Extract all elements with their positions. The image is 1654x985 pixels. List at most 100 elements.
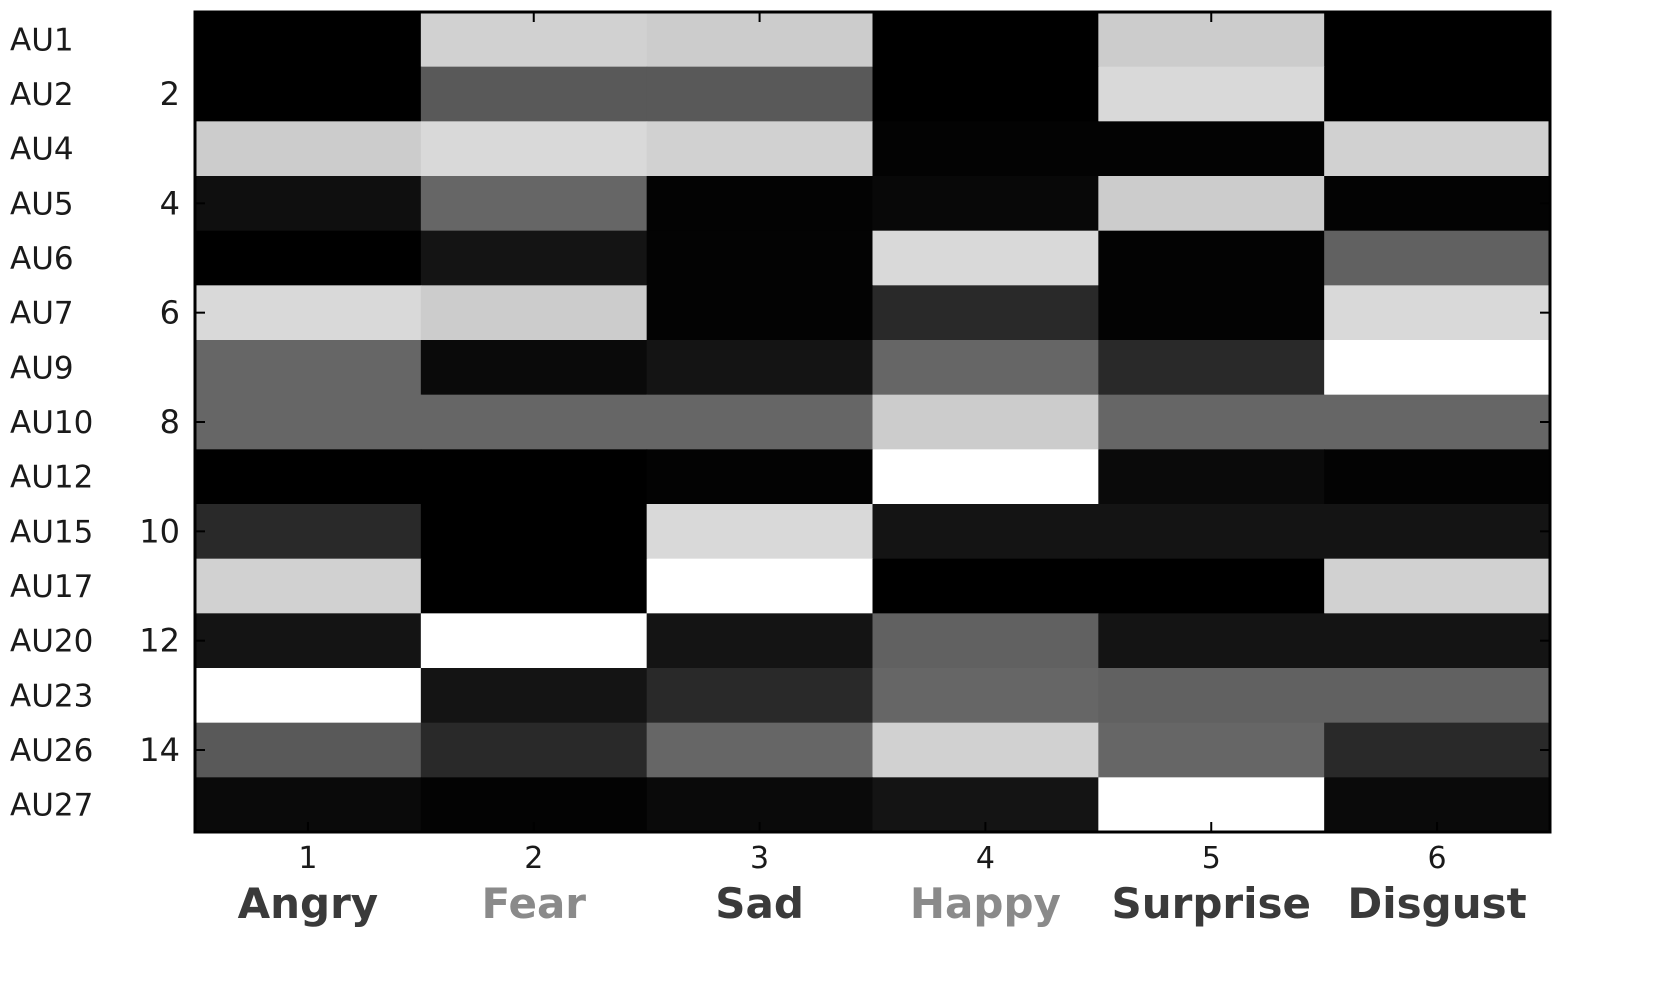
row-label-AU15: AU15	[10, 514, 93, 550]
y-tick-label-10: 10	[139, 512, 180, 550]
row-label-AU27: AU27	[10, 788, 93, 824]
cell-AU5-Surprise	[1098, 176, 1325, 232]
cell-AU26-Angry	[195, 722, 422, 778]
y-tick-label-4: 4	[160, 184, 180, 222]
cell-AU4-Fear	[420, 121, 648, 177]
cell-AU5-Angry	[195, 176, 422, 232]
row-label-AU23: AU23	[10, 678, 93, 714]
cell-AU4-Angry	[195, 121, 422, 177]
row-label-AU4: AU4	[10, 132, 74, 168]
cell-AU15-Disgust	[1324, 504, 1551, 560]
cell-AU7-Sad	[646, 285, 874, 341]
cell-AU20-Surprise	[1098, 613, 1325, 669]
cell-AU9-Angry	[195, 340, 422, 396]
cell-AU23-Fear	[420, 668, 648, 724]
row-label-AU6: AU6	[10, 241, 74, 277]
cell-AU15-Fear	[420, 504, 648, 560]
x-tick-label-4: 4	[976, 841, 995, 876]
cell-AU26-Fear	[420, 722, 648, 778]
row-label-AU1: AU1	[10, 22, 74, 58]
cell-AU9-Disgust	[1324, 340, 1551, 396]
cell-AU17-Fear	[420, 558, 648, 614]
cell-AU12-Happy	[872, 449, 1099, 505]
cell-AU26-Happy	[872, 722, 1099, 778]
cell-AU20-Disgust	[1324, 613, 1551, 669]
row-label-AU12: AU12	[10, 460, 93, 496]
cell-AU17-Disgust	[1324, 558, 1551, 614]
cell-AU5-Sad	[646, 176, 874, 232]
row-labels: AU1 AU2 AU4 AU5 AU6 AU7 AU9 AU10 AU12 AU15 AU17 AU2…	[10, 22, 93, 823]
cell-AU2-Surprise	[1098, 66, 1325, 122]
cell-AU2-Disgust	[1324, 66, 1551, 122]
emotion-label-happy: Happy	[910, 879, 1061, 928]
emotion-labels: Angry Fear Sad Happy Surprise Disgust	[238, 879, 1527, 928]
cell-AU5-Disgust	[1324, 176, 1551, 232]
cell-AU9-Fear	[420, 340, 648, 396]
cell-AU4-Disgust	[1324, 121, 1551, 177]
cell-AU2-Fear	[420, 66, 648, 122]
cell-AU5-Happy	[872, 176, 1099, 232]
cell-AU20-Sad	[646, 613, 874, 669]
cell-AU4-Sad	[646, 121, 874, 177]
cell-AU6-Angry	[195, 230, 422, 286]
cell-AU17-Sad	[646, 558, 874, 614]
cell-AU4-Happy	[872, 121, 1099, 177]
cell-AU9-Sad	[646, 340, 874, 396]
emotion-label-sad: Sad	[715, 879, 804, 928]
cell-AU23-Surprise	[1098, 668, 1325, 724]
y-tick-label-8: 8	[160, 403, 180, 441]
cell-AU6-Sad	[646, 230, 874, 286]
emotion-label-disgust: Disgust	[1347, 879, 1526, 928]
cell-AU2-Angry	[195, 66, 422, 122]
row-label-AU17: AU17	[10, 569, 93, 605]
cell-AU2-Sad	[646, 66, 874, 122]
row-label-AU26: AU26	[10, 733, 93, 769]
cell-AU10-Fear	[420, 394, 648, 450]
x-tick-label-1: 1	[298, 841, 317, 876]
y-tick-label-12: 12	[139, 622, 180, 660]
cell-AU23-Sad	[646, 668, 874, 724]
cell-AU17-Surprise	[1098, 558, 1325, 614]
cell-AU6-Surprise	[1098, 230, 1325, 286]
cell-AU26-Disgust	[1324, 722, 1551, 778]
cell-AU12-Sad	[646, 449, 874, 505]
cell-AU23-Happy	[872, 668, 1099, 724]
x-tick-labels: 1 2 3 4 5 6	[298, 841, 1446, 876]
emotion-label-angry: Angry	[238, 879, 379, 928]
cell-AU9-Surprise	[1098, 340, 1325, 396]
cell-AU12-Fear	[420, 449, 648, 505]
emotion-label-surprise: Surprise	[1111, 879, 1311, 928]
cell-AU12-Surprise	[1098, 449, 1325, 505]
cell-AU15-Sad	[646, 504, 874, 560]
cell-AU7-Surprise	[1098, 285, 1325, 341]
x-tick-label-5: 5	[1202, 841, 1221, 876]
heatmap-cells	[195, 12, 1551, 833]
cell-AU2-Happy	[872, 66, 1099, 122]
cell-AU6-Happy	[872, 230, 1099, 286]
cell-AU4-Surprise	[1098, 121, 1325, 177]
cell-AU9-Happy	[872, 340, 1099, 396]
cell-AU10-Surprise	[1098, 394, 1325, 450]
x-tick-label-6: 6	[1428, 841, 1447, 876]
cell-AU10-Happy	[872, 394, 1099, 450]
y-tick-label-6: 6	[160, 294, 180, 332]
row-label-AU20: AU20	[10, 624, 93, 660]
row-label-AU10: AU10	[10, 405, 93, 441]
cell-AU12-Angry	[195, 449, 422, 505]
cell-AU12-Disgust	[1324, 449, 1551, 505]
cell-AU23-Angry	[195, 668, 422, 724]
row-label-AU9: AU9	[10, 350, 74, 386]
cell-AU5-Fear	[420, 176, 648, 232]
tick-marks	[195, 12, 1550, 832]
emotion-label-fear: Fear	[481, 879, 586, 928]
cell-AU7-Disgust	[1324, 285, 1551, 341]
cell-AU26-Sad	[646, 722, 874, 778]
cell-AU17-Angry	[195, 558, 422, 614]
cell-AU7-Angry	[195, 285, 422, 341]
cell-AU15-Happy	[872, 504, 1099, 560]
cell-AU7-Happy	[872, 285, 1099, 341]
x-tick-label-2: 2	[524, 841, 543, 876]
x-tick-label-3: 3	[750, 841, 769, 876]
cell-AU10-Disgust	[1324, 394, 1551, 450]
